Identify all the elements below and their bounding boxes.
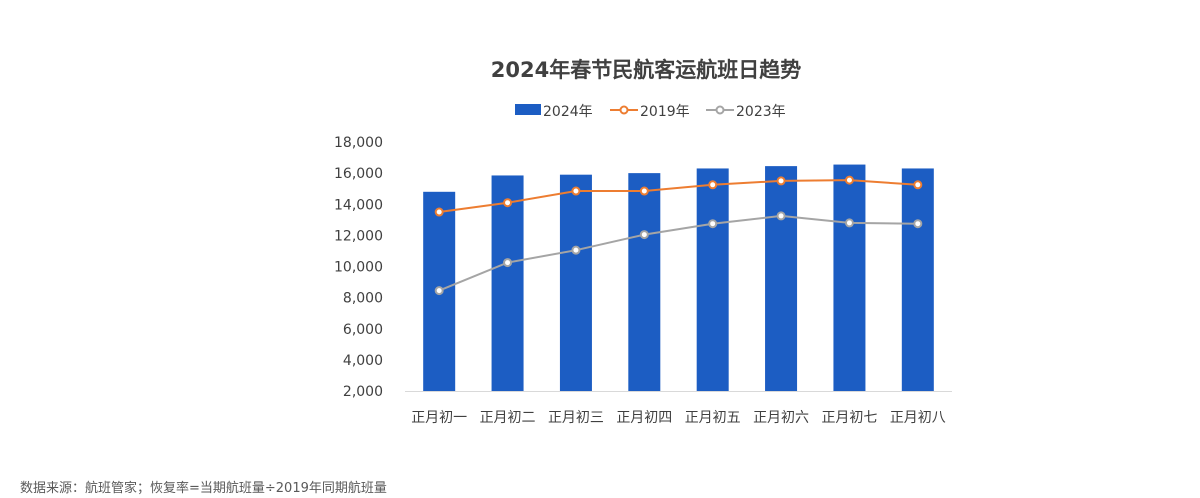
point-2019-4: [639, 186, 649, 196]
legend-label-2023: 2023年: [736, 104, 786, 120]
legend-item-2024[interactable]: 2024年: [515, 104, 593, 120]
chart-title: 2024年春节民航客运航班日趋势: [491, 58, 801, 82]
point-2023-7: [844, 218, 854, 228]
point-2019-3: [571, 186, 581, 196]
line-2023: [438, 214, 918, 292]
x-tick-label: 正月初六: [753, 409, 809, 426]
x-tick-label: 正月初七: [821, 409, 877, 426]
y-tick-label: 16,000: [334, 166, 383, 182]
bar-2024-2: [491, 175, 524, 391]
point-2023-8: [913, 219, 923, 229]
point-2023-4: [639, 230, 649, 240]
legend-swatch-2024: [515, 104, 541, 115]
source-note: 数据来源：航班管家；恢复率=当期航班量÷2019年同期航班量: [20, 481, 387, 496]
y-tick-label: 2,000: [343, 384, 383, 400]
point-2019-2: [503, 198, 513, 208]
legend: 2024年 2019年 2023年: [515, 104, 786, 120]
point-2019-1: [434, 207, 444, 217]
point-2019-7: [844, 175, 854, 185]
bar-2024-8: [901, 168, 934, 391]
y-tick-label: 6,000: [343, 322, 383, 338]
x-tick-label: 正月初八: [890, 409, 946, 426]
bar-2024-4: [628, 173, 661, 391]
legend-item-2023[interactable]: 2023年: [706, 104, 786, 120]
bar-2024-7: [833, 164, 866, 391]
y-tick-label: 14,000: [334, 197, 383, 213]
bar-2024-6: [765, 166, 798, 391]
point-2023-6: [776, 211, 786, 221]
x-tick-label: 正月初四: [616, 409, 672, 426]
y-tick-label: 8,000: [343, 291, 383, 307]
x-tick-label: 正月初三: [548, 409, 604, 426]
line-2019: [439, 179, 918, 213]
legend-item-2019[interactable]: 2019年: [610, 104, 690, 120]
bar-2024-5: [696, 168, 729, 391]
x-tick-label: 正月初二: [480, 409, 536, 426]
legend-label-2019: 2019年: [640, 104, 690, 120]
y-tick-label: 4,000: [343, 353, 383, 369]
plot-area: 2,000 4,000 6,000 8,000 10,000 12,000 14,000 16…: [334, 135, 952, 426]
point-2019-8: [913, 180, 923, 190]
legend-marker-2019: [619, 105, 629, 115]
bar-2024-3: [559, 174, 592, 391]
y-tick-label: 12,000: [334, 228, 383, 244]
point-2023-3: [571, 245, 581, 255]
point-2023-1: [434, 286, 444, 296]
y-tick-label: 10,000: [334, 260, 383, 276]
x-tick-label: 正月初一: [411, 409, 467, 426]
legend-label-2024: 2024年: [543, 104, 593, 120]
point-2019-5: [708, 180, 718, 190]
legend-marker-2023: [715, 105, 725, 115]
point-2019-6: [776, 176, 786, 186]
point-2023-2: [503, 258, 513, 268]
y-tick-label: 18,000: [334, 135, 383, 151]
x-tick-label: 正月初五: [685, 409, 741, 426]
point-2023-5: [708, 219, 718, 229]
